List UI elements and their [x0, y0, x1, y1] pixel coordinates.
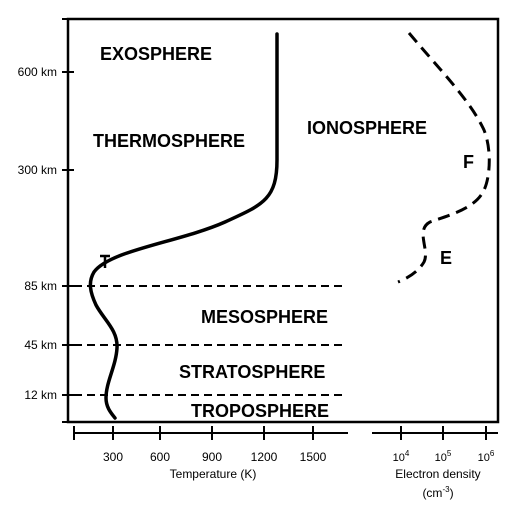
altitude-tick-label: 12 km: [24, 388, 57, 402]
temperature-tick-label: 1200: [251, 450, 278, 464]
mesosphere-label: MESOSPHERE: [201, 307, 328, 327]
stratosphere-label: STRATOSPHERE: [179, 362, 325, 382]
electron-density-curve: [397, 32, 491, 284]
plot-frame: [66, 17, 500, 424]
temperature-tick-label: 300: [103, 450, 123, 464]
density-tick-label: 106: [478, 449, 495, 464]
altitude-tick-label: 45 km: [24, 338, 57, 352]
temperature-tick-label: 600: [150, 450, 170, 464]
ionosphere-label: IONOSPHERE: [307, 118, 427, 138]
f-region-label: F: [463, 152, 474, 172]
density-axis-label: Electron density: [395, 467, 480, 481]
temperature-axis: [73, 426, 348, 440]
temperature-profile-curve: [88, 32, 279, 420]
temperature-axis-label: Temperature (K): [170, 467, 257, 481]
electron-density-axis: [372, 426, 498, 440]
troposphere-label: TROPOSPHERE: [191, 401, 329, 421]
e-region-label: E: [440, 248, 452, 268]
layer-boundaries: [74, 285, 345, 396]
altitude-tick-label: 85 km: [24, 279, 57, 293]
temperature-tick-label: 1500: [300, 450, 327, 464]
temperature-marker: [100, 254, 110, 268]
altitude-tick-label: 300 km: [18, 163, 57, 177]
altitude-tick-label: 600 km: [18, 65, 57, 79]
altitude-ticks: [62, 18, 74, 423]
density-tick-label: 105: [435, 449, 452, 464]
temperature-tick-label: 900: [202, 450, 222, 464]
density-tick-label: 104: [393, 449, 410, 464]
density-axis-unit: (cm-3): [422, 485, 453, 500]
thermosphere-label: THERMOSPHERE: [93, 131, 245, 151]
exosphere-label: EXOSPHERE: [100, 44, 212, 64]
